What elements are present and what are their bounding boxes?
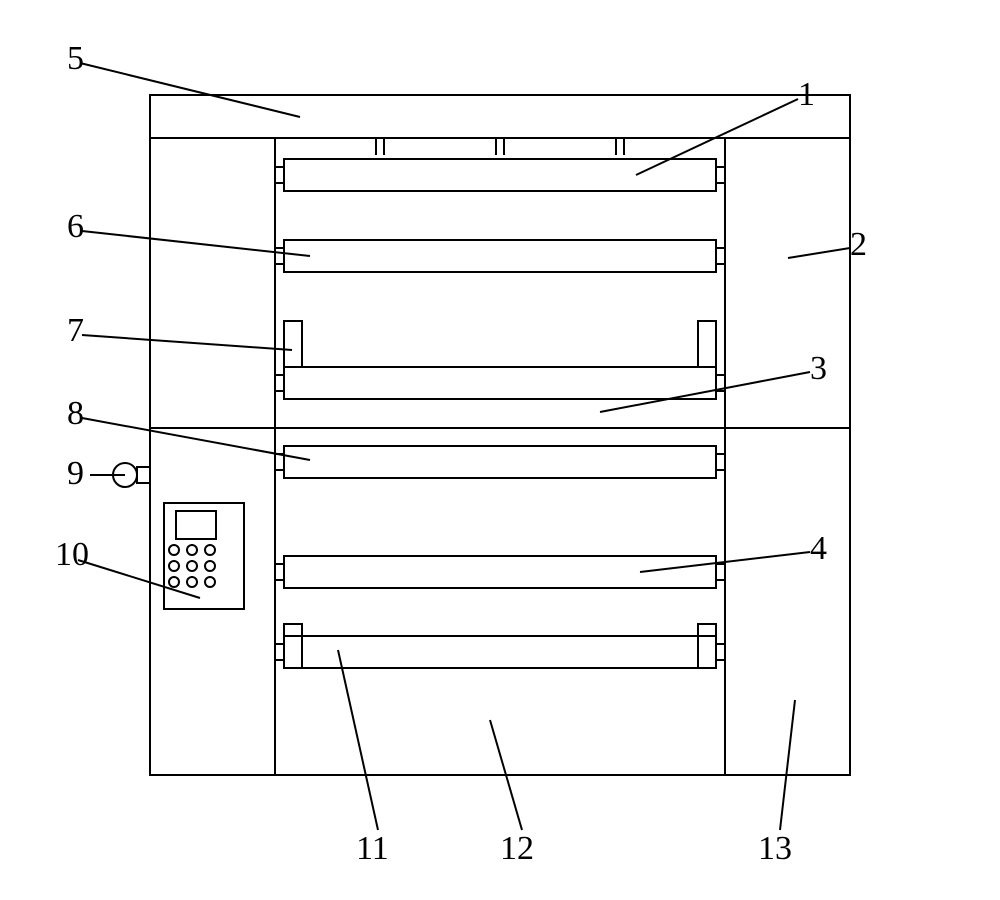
callout-9: 9 <box>67 455 84 493</box>
callout-12: 12 <box>500 830 534 868</box>
callout-10: 10 <box>55 536 89 574</box>
callout-13: 13 <box>758 830 792 868</box>
callout-7: 7 <box>67 312 84 350</box>
callout-8: 8 <box>67 395 84 433</box>
callout-1: 1 <box>798 76 815 114</box>
callout-5: 5 <box>67 40 84 78</box>
callout-11: 11 <box>356 830 389 868</box>
callout-3: 3 <box>810 350 827 388</box>
diagram-svg <box>0 0 1000 900</box>
callout-2: 2 <box>850 226 867 264</box>
callout-6: 6 <box>67 208 84 246</box>
callout-4: 4 <box>810 530 827 568</box>
diagram-canvas: 12345678910111213 <box>0 0 1000 900</box>
